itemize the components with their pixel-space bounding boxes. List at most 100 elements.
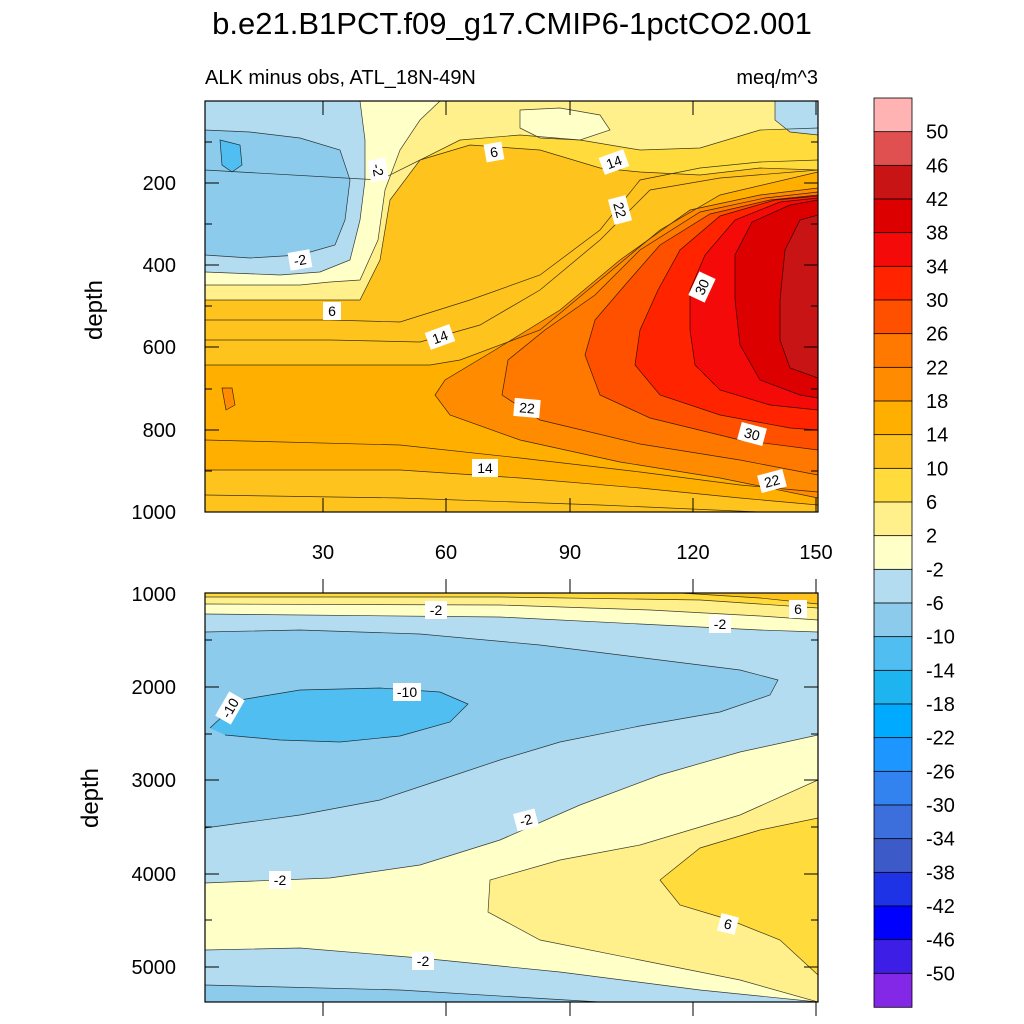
lower-x-axis [322, 579, 817, 1016]
svg-text:-2: -2 [274, 872, 287, 888]
lower-y-tick-label: 2000 [132, 677, 177, 699]
colorbar-label: -2 [926, 559, 944, 581]
svg-text:6: 6 [794, 601, 802, 617]
left-subtitle: ALK minus obs, ATL_18N-49N [205, 67, 476, 89]
svg-text:6: 6 [328, 303, 336, 319]
colorbar-label: -14 [926, 660, 955, 682]
upper-contour-label: 14 [424, 324, 456, 350]
colorbar-label: 14 [926, 425, 948, 447]
svg-text:22: 22 [762, 471, 781, 491]
upper-contour-label: -2 [367, 157, 389, 183]
colorbar-swatch [873, 535, 913, 571]
colorbar-swatch [873, 804, 913, 840]
upper-y-tick-labels: 200 400 600 800 1000 [132, 173, 177, 524]
upper-y-axis-label: depth [81, 280, 108, 340]
lower-contour-field [205, 593, 818, 1002]
colorbar-label: -30 [926, 795, 955, 817]
colorbar-label: 46 [926, 155, 948, 177]
colorbar-label: -34 [926, 829, 955, 851]
lower-y-axis [205, 639, 818, 968]
upper-contour-labels: 6 -2 14 22 -2 6 14 30 22 30 14 22 [287, 141, 787, 494]
upper-contour-label: 30 [737, 421, 767, 447]
colorbar-label: 34 [926, 256, 948, 278]
colorbar-label: 2 [926, 526, 937, 548]
upper-contour-label: 22 [757, 468, 787, 494]
figure-title: b.e21.B1PCT.f09_g17.CMIP6-1pctCO2.001 [212, 6, 812, 41]
colorbar-label: -46 [926, 930, 955, 952]
lower-contour-label: 6 [716, 912, 740, 936]
svg-text:-2: -2 [714, 616, 727, 632]
upper-contour-field [205, 101, 818, 512]
colorbar-swatch [873, 467, 913, 503]
colorbar-swatch [873, 568, 913, 604]
lower-y-axis-label: depth [77, 768, 104, 828]
lower-contour-label: -2 [513, 808, 539, 832]
svg-text:14: 14 [604, 152, 624, 172]
upper-x-tick-label: 90 [559, 542, 581, 564]
upper-x-tick-label: 60 [435, 542, 457, 564]
upper-y-tick-label: 200 [143, 173, 176, 195]
colorbar-swatch [873, 770, 913, 806]
svg-text:6: 6 [722, 915, 734, 933]
upper-x-tick-label: 30 [312, 542, 334, 564]
upper-contour-label: 22 [513, 397, 541, 419]
colorbar-label: -10 [926, 627, 955, 649]
colorbar-label: -22 [926, 728, 955, 750]
upper-y-axis [205, 141, 818, 472]
colorbar-label: -26 [926, 761, 955, 783]
upper-y-tick-label: 400 [143, 255, 176, 277]
upper-contour-label: -2 [287, 249, 313, 271]
upper-y-tick-label: 1000 [132, 502, 177, 524]
colorbar-swatch [873, 198, 913, 234]
colorbar-label: -18 [926, 694, 955, 716]
colorbar-swatch [873, 434, 913, 470]
lower-y-tick-label: 1000 [132, 584, 177, 606]
colorbar-swatches [873, 97, 913, 1008]
colorbar-label: 38 [926, 223, 948, 245]
lower-y-tick-label: 3000 [132, 770, 177, 792]
right-subtitle: meq/m^3 [736, 67, 818, 89]
svg-text:14: 14 [430, 327, 450, 347]
colorbar-label: -38 [926, 862, 955, 884]
colorbar-swatch [873, 838, 913, 874]
lower-contour-label: -2 [425, 601, 447, 619]
colorbar-swatch [873, 905, 913, 941]
svg-text:30: 30 [691, 276, 712, 297]
colorbar-swatch [873, 333, 913, 369]
colorbar-swatch [873, 972, 913, 1008]
lower-contour-labels: -2 6 -2 -10 -10 -2 -2 6 -2 [215, 600, 807, 970]
lower-contour-label: -2 [412, 952, 434, 970]
colorbar-swatch [873, 501, 913, 537]
svg-text:22: 22 [519, 399, 536, 416]
lower-contour-label: -2 [269, 871, 291, 889]
colorbar-swatch [873, 131, 913, 167]
upper-contour-label: 6 [323, 302, 341, 320]
svg-text:-2: -2 [518, 811, 534, 830]
colorbar-label: 50 [926, 122, 948, 144]
svg-text:22: 22 [610, 200, 630, 219]
colorbar-labels: 50 46 42 38 34 30 26 22 18 14 10 6 2 -2 -6 -10 -14 -18 -22… [926, 122, 955, 986]
colorbar-label: -6 [926, 593, 944, 615]
colorbar-swatch [873, 939, 913, 975]
colorbar-label: 22 [926, 357, 948, 379]
lower-contour-label: 6 [789, 600, 807, 618]
colorbar-label: 6 [926, 492, 937, 514]
upper-x-axis [322, 101, 817, 512]
upper-contour-label: 6 [483, 141, 505, 163]
upper-contour-label: 14 [598, 149, 630, 175]
svg-text:-2: -2 [369, 162, 387, 177]
svg-text:-2: -2 [292, 251, 307, 269]
svg-text:14: 14 [477, 460, 493, 476]
colorbar-label: 18 [926, 391, 948, 413]
colorbar-swatch [873, 232, 913, 268]
upper-y-tick-label: 600 [143, 337, 176, 359]
colorbar-swatch [873, 871, 913, 907]
upper-x-tick-label: 120 [676, 542, 709, 564]
upper-contour-label: 22 [607, 195, 633, 225]
upper-x-tick-label: 150 [799, 542, 832, 564]
lower-contour-label: -2 [709, 615, 731, 633]
upper-x-tick-labels: 30 60 90 120 150 [312, 542, 833, 564]
colorbar-swatch [873, 602, 913, 638]
lower-y-tick-labels: 1000 2000 3000 4000 5000 [132, 584, 177, 979]
